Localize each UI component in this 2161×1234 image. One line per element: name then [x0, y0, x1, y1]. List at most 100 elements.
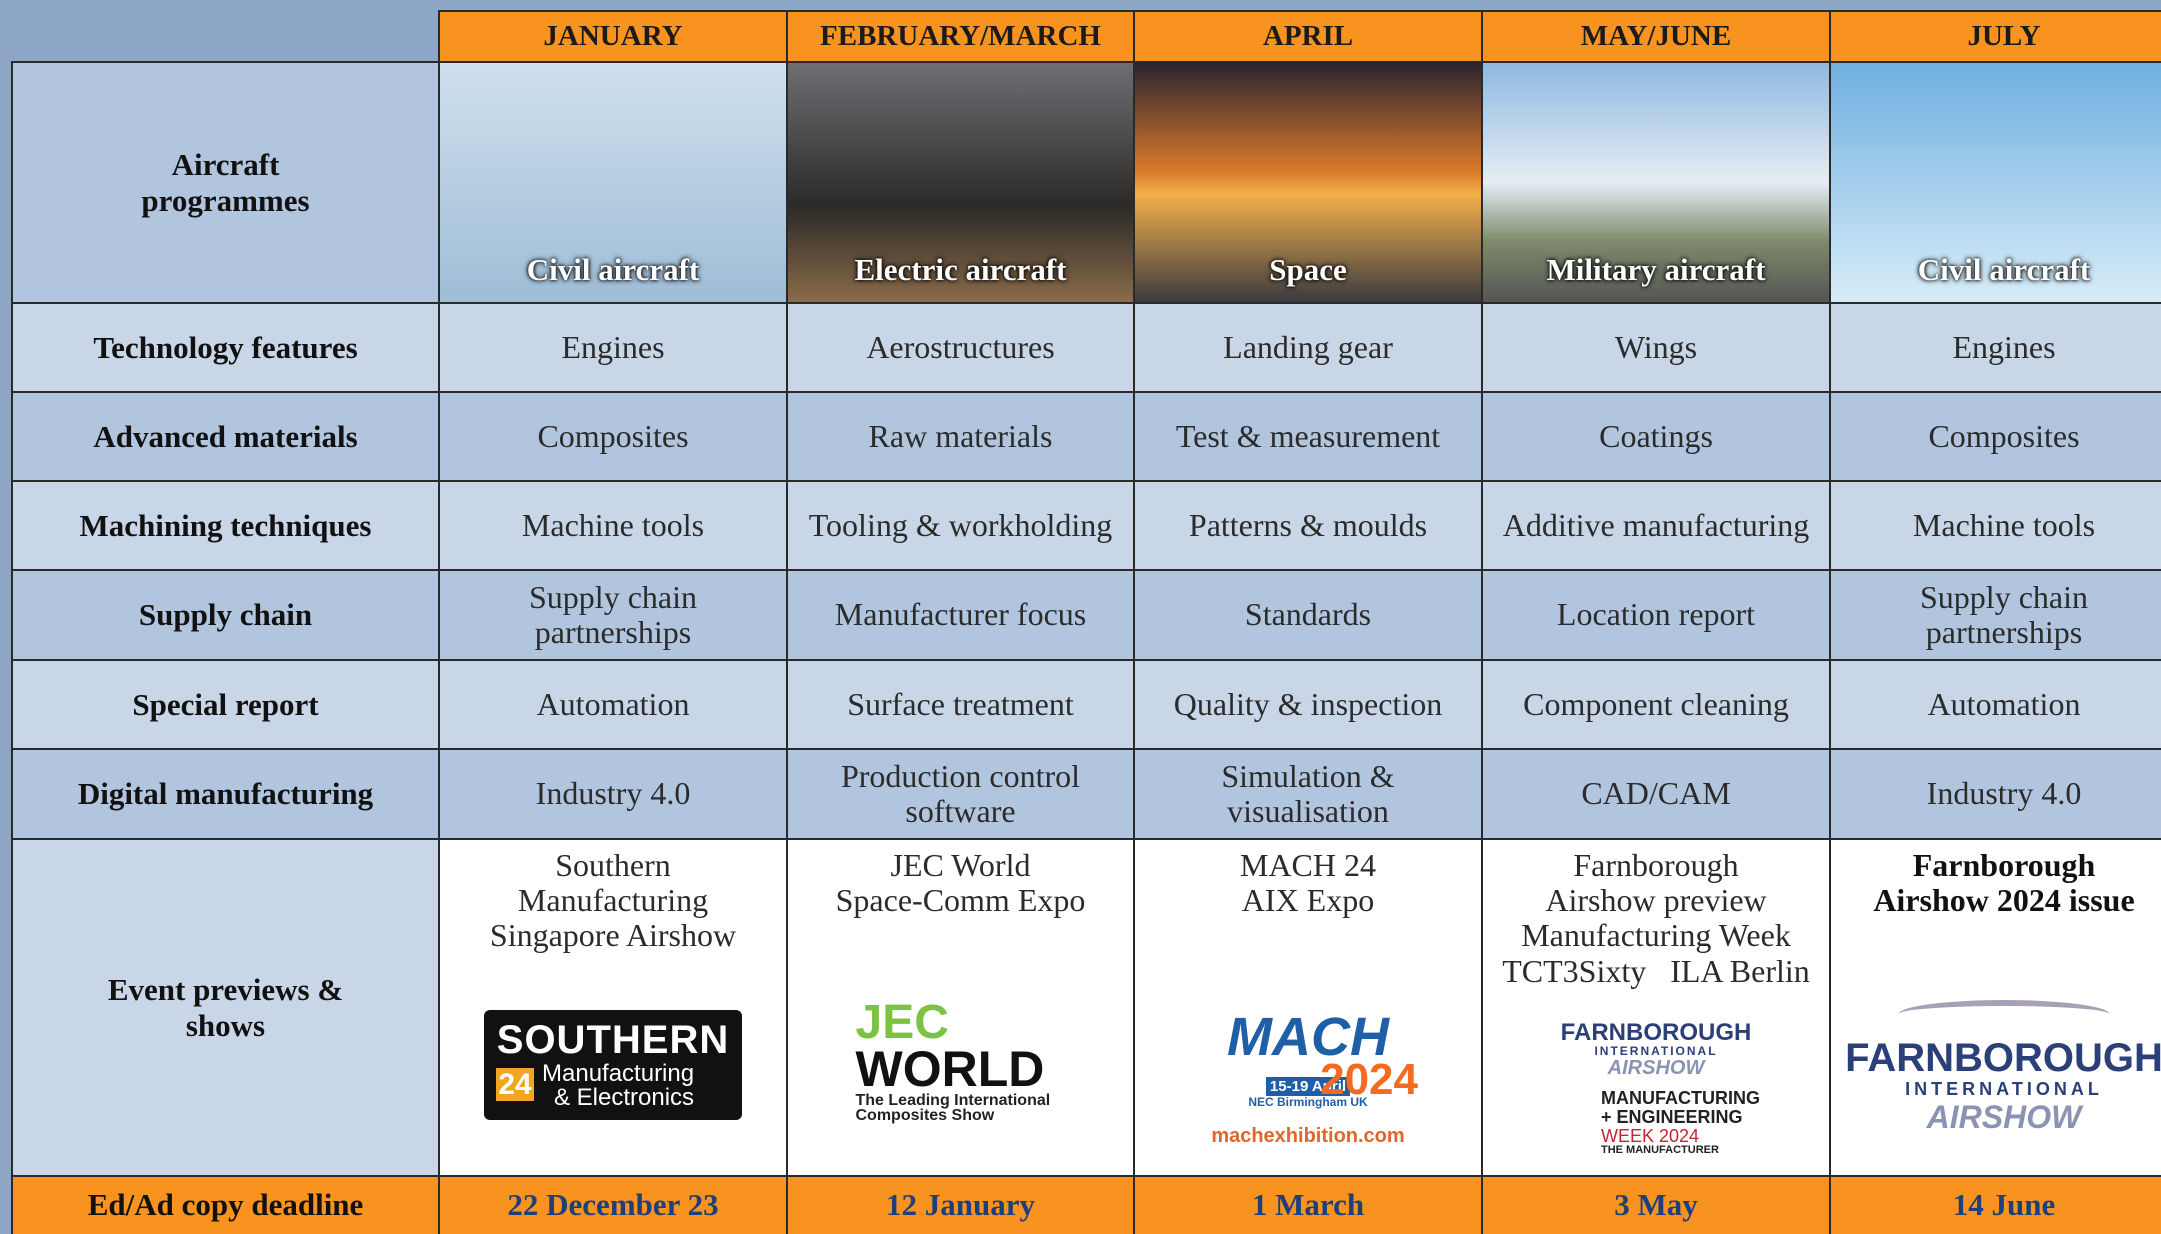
logo-text: + ENGINEERING: [1601, 1106, 1743, 1127]
deadline-cell: 12 January: [786, 1175, 1135, 1234]
text-line: Production control: [840, 757, 1081, 794]
row-label: Supply chain: [11, 569, 440, 661]
cell: Location report: [1481, 569, 1831, 661]
event-line: Farnborough: [1573, 847, 1739, 883]
text: Surface treatment: [847, 685, 1074, 722]
cell: Additive manufacturing: [1481, 480, 1831, 571]
label: Aircraft programmes: [141, 146, 310, 218]
cell: Machine tools: [1829, 480, 2161, 571]
cell: Engines: [438, 302, 788, 393]
cell: Landing gear: [1133, 302, 1483, 393]
cell: Patterns & moulds: [1133, 480, 1483, 571]
row-label: Aircraft programmes: [11, 61, 440, 304]
logo-text: SOUTHERN: [496, 1018, 730, 1062]
logo-text: 15-19 April: [1265, 1077, 1351, 1096]
row-label: Technology features: [11, 302, 440, 393]
deadline-cell: 22 December 23: [438, 1175, 788, 1234]
month-header: APRIL: [1133, 10, 1483, 63]
event-line: Singapore Airshow: [489, 917, 737, 954]
text: Raw materials: [868, 417, 1053, 454]
event-line: Manufacturing Week: [1521, 917, 1791, 954]
label: Technology features: [93, 329, 358, 365]
text: CAD/CAM: [1581, 775, 1731, 812]
text-line: Supply chain: [1920, 578, 2088, 615]
text: Coatings: [1599, 417, 1713, 454]
cell: Supply chain partnerships: [438, 569, 788, 661]
logo-text: machexhibition.com: [1211, 1125, 1405, 1147]
event-line: MACH 24: [1239, 847, 1376, 883]
image-cell: Space: [1133, 61, 1483, 304]
cell: Industry 4.0: [1829, 748, 2161, 840]
logo-text: MACH: [1227, 1007, 1389, 1067]
logo-text: & Electronics: [554, 1084, 695, 1111]
deadline-cell: 1 March: [1133, 1175, 1483, 1234]
logo-text: FARNBOROUGH: [1845, 1036, 2161, 1080]
month-header: JULY: [1829, 10, 2161, 63]
text: Machine tools: [521, 506, 705, 543]
logo-text: AIRSHOW: [1607, 1056, 1705, 1079]
cell: Quality & inspection: [1133, 659, 1483, 750]
logo-text: INTERNATIONAL: [1594, 1044, 1718, 1059]
month: MAY/JUNE: [1580, 20, 1732, 52]
month-header: MAY/JUNE: [1481, 10, 1831, 63]
text: Composites: [537, 417, 689, 454]
logo-text: THE MANUFACTURER: [1601, 1144, 1719, 1157]
cell: Raw materials: [786, 391, 1135, 482]
logo-text: WORLD: [855, 1040, 1045, 1097]
logo-text: MANUFACTURING: [1601, 1087, 1760, 1108]
event-cell: JEC World Space-Comm Expo JEC WORLD The Lead…: [786, 838, 1135, 1177]
cell: Automation: [1829, 659, 2161, 750]
event-cell: Southern Manufacturing Singapore Airshow SO…: [438, 838, 788, 1177]
text: Automation: [536, 685, 690, 722]
month: JANUARY: [543, 20, 683, 52]
text: Test & measurement: [1175, 417, 1441, 454]
label: Event previews & shows: [107, 971, 344, 1043]
month: APRIL: [1262, 20, 1354, 52]
text: Additive manufacturing: [1502, 506, 1810, 543]
cell: Component cleaning: [1481, 659, 1831, 750]
label: Digital manufacturing: [77, 776, 374, 812]
text: Landing gear: [1223, 328, 1393, 365]
cell: Production control software: [786, 748, 1135, 840]
logo-text: INTERNATIONAL: [1905, 1079, 2103, 1099]
label: Ed/Ad copy deadline: [87, 1187, 364, 1222]
cell: Aerostructures: [786, 302, 1135, 393]
row-label: Ed/Ad copy deadline: [11, 1175, 440, 1234]
caption: Civil aircraft: [526, 252, 700, 287]
month: FEBRUARY/MARCH: [820, 20, 1101, 52]
cell: Tooling & workholding: [786, 480, 1135, 571]
text: Machine tools: [1912, 506, 2096, 543]
text-line: partnerships: [1925, 614, 2083, 650]
date: 12 January: [886, 1187, 1035, 1222]
logo: FARNBOROUGH INTERNATIONAL AIRSHOW MANUFACTU…: [1531, 1020, 1781, 1157]
deadline-cell: 3 May: [1481, 1175, 1831, 1234]
text: Location report: [1556, 596, 1756, 633]
cell: Coatings: [1481, 391, 1831, 482]
event-line: Southern: [555, 847, 671, 883]
image-cell: Civil aircraft: [1829, 61, 2161, 304]
text: Industry 4.0: [535, 775, 691, 812]
logo-text: NEC Birmingham UK: [1248, 1095, 1368, 1109]
label: Machining techniques: [79, 507, 372, 543]
label: Special report: [132, 686, 319, 722]
text: Industry 4.0: [1926, 775, 2082, 812]
label: Supply chain: [138, 597, 313, 633]
date: 22 December 23: [507, 1187, 719, 1222]
date: 1 March: [1251, 1187, 1365, 1222]
cell: Machine tools: [438, 480, 788, 571]
logo-text: JEC: [855, 996, 949, 1049]
cell: Surface treatment: [786, 659, 1135, 750]
row-label: Advanced materials: [11, 391, 440, 482]
event-line: Farnborough: [1912, 847, 2096, 883]
label: Advanced materials: [93, 418, 358, 454]
row-label: Machining techniques: [11, 480, 440, 571]
logo-block: MANUFACTURING + ENGINEERING WEEK 2024 THE M…: [1531, 1087, 1781, 1157]
caption: Space: [1269, 252, 1347, 287]
event-cell: Farnborough Airshow 2024 issue FARNBOROUGH…: [1829, 838, 2161, 1177]
event-line: Manufacturing: [517, 882, 709, 919]
event-line: JEC World: [890, 847, 1031, 883]
text: Engines: [561, 328, 665, 365]
deadline-cell: 14 June: [1829, 1175, 2161, 1234]
logo-text: WEEK 2024: [1601, 1125, 1700, 1146]
